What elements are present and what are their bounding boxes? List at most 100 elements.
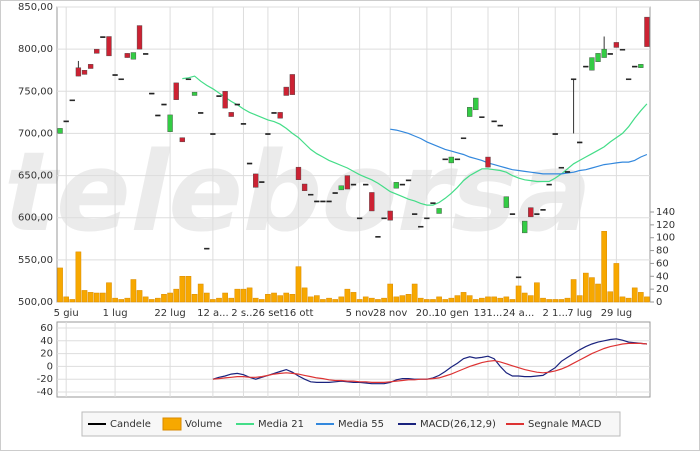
candle-body xyxy=(607,53,613,55)
candle-body xyxy=(124,53,130,58)
candle-body xyxy=(295,166,302,180)
volume-bar xyxy=(644,296,650,303)
candle-body xyxy=(577,141,583,144)
macd-panel xyxy=(56,321,651,398)
candle-body xyxy=(473,97,479,111)
moving-average-line xyxy=(390,128,648,175)
candle-body xyxy=(534,213,540,215)
volume-bar xyxy=(381,297,387,303)
candle-body xyxy=(69,99,75,102)
candle-body xyxy=(589,57,595,71)
y-tick-label: 550,00 xyxy=(18,255,53,266)
volume-bar xyxy=(454,295,461,303)
x-tick-label: 24 a... xyxy=(503,308,535,319)
y-tick-label: 20 xyxy=(40,349,53,360)
candle-body xyxy=(418,225,424,228)
volume-bar xyxy=(320,299,326,303)
candle-body xyxy=(283,86,289,96)
volume-bar xyxy=(479,297,485,303)
volume-bar xyxy=(521,292,528,303)
candle-body xyxy=(522,220,528,234)
x-tick-label: 5 giu xyxy=(54,308,79,319)
x-tick-label: 20... xyxy=(416,308,438,319)
candle-body xyxy=(570,78,577,81)
candle-body xyxy=(460,137,467,140)
volume-bar xyxy=(271,292,277,303)
volume-bar xyxy=(527,295,534,303)
volume-bar xyxy=(424,299,430,303)
x-tick-label: 16 ott xyxy=(284,308,314,319)
volume-bar xyxy=(503,296,510,303)
candle-body xyxy=(552,133,558,135)
volume-bar xyxy=(344,288,351,303)
candle-body xyxy=(583,65,589,68)
volume-bar xyxy=(613,263,620,303)
candle-body xyxy=(289,74,296,95)
candle-body xyxy=(87,64,94,69)
legend-label: Media 55 xyxy=(338,419,384,430)
x-tick-label: 5 nov xyxy=(346,308,374,319)
y-tick-label: -40 xyxy=(37,387,53,398)
candle-body xyxy=(356,217,363,220)
volume-bar xyxy=(466,295,473,303)
volume-bar xyxy=(283,292,290,303)
candle-body xyxy=(130,52,137,60)
volume-bar xyxy=(124,297,131,303)
candle-body xyxy=(198,112,204,114)
candle-body xyxy=(546,183,552,186)
volume-bar xyxy=(130,279,137,303)
volume-bar xyxy=(265,294,271,303)
candle-body xyxy=(277,112,283,119)
x-tick-label: 12 a... xyxy=(197,308,229,319)
volume-bar xyxy=(179,276,186,303)
candle-body xyxy=(136,25,143,50)
candle-body xyxy=(204,247,210,250)
y2-tick-label: 100 xyxy=(656,233,675,244)
volume-bar xyxy=(442,299,449,303)
x-tick-label: 10 gen xyxy=(434,308,469,319)
volume-bar xyxy=(173,288,180,303)
volume-bar xyxy=(332,299,338,303)
candle-body xyxy=(430,202,436,204)
volume-bar xyxy=(57,267,63,303)
volume-bar xyxy=(277,295,283,303)
candle-body xyxy=(503,196,509,208)
candle-body xyxy=(467,107,473,117)
volume-bar xyxy=(106,282,112,303)
watermark: teleborsa xyxy=(0,129,606,257)
volume-bar xyxy=(252,297,259,303)
volume-bar xyxy=(362,296,369,303)
volume-bar xyxy=(191,294,198,303)
y-tick-label: -20 xyxy=(37,374,53,385)
y-tick-label: 700,00 xyxy=(18,128,53,139)
volume-bar xyxy=(356,299,363,303)
volume-bar xyxy=(228,297,235,303)
volume-bar xyxy=(515,285,522,303)
volume-bar xyxy=(301,287,308,303)
volume-bar xyxy=(546,299,552,303)
candle-body xyxy=(216,95,222,97)
volume-bar xyxy=(387,283,393,303)
volume-bar xyxy=(534,282,540,303)
candle-body xyxy=(149,92,155,95)
y2-tick-label: 80 xyxy=(656,246,669,257)
volume-bar xyxy=(631,287,638,303)
x-tick-label: 7 lug xyxy=(567,308,592,319)
candle-body xyxy=(191,91,198,96)
volume-bar xyxy=(497,297,504,303)
candle-body xyxy=(234,103,240,106)
y-tick-label: 650,00 xyxy=(18,171,53,182)
candle-body xyxy=(381,217,387,220)
x-tick-label: 2 s... xyxy=(231,308,255,319)
volume-bar xyxy=(595,283,601,303)
volume-bar xyxy=(185,276,192,303)
volume-bar xyxy=(350,292,357,303)
y-tick-label: 40 xyxy=(40,336,53,347)
candle-body xyxy=(222,91,228,109)
candle-body xyxy=(338,185,344,191)
candle-body xyxy=(399,183,406,186)
candle-body xyxy=(436,208,442,214)
volume-bar xyxy=(81,290,88,303)
candle-body xyxy=(167,114,173,132)
volume-bar xyxy=(509,299,516,303)
